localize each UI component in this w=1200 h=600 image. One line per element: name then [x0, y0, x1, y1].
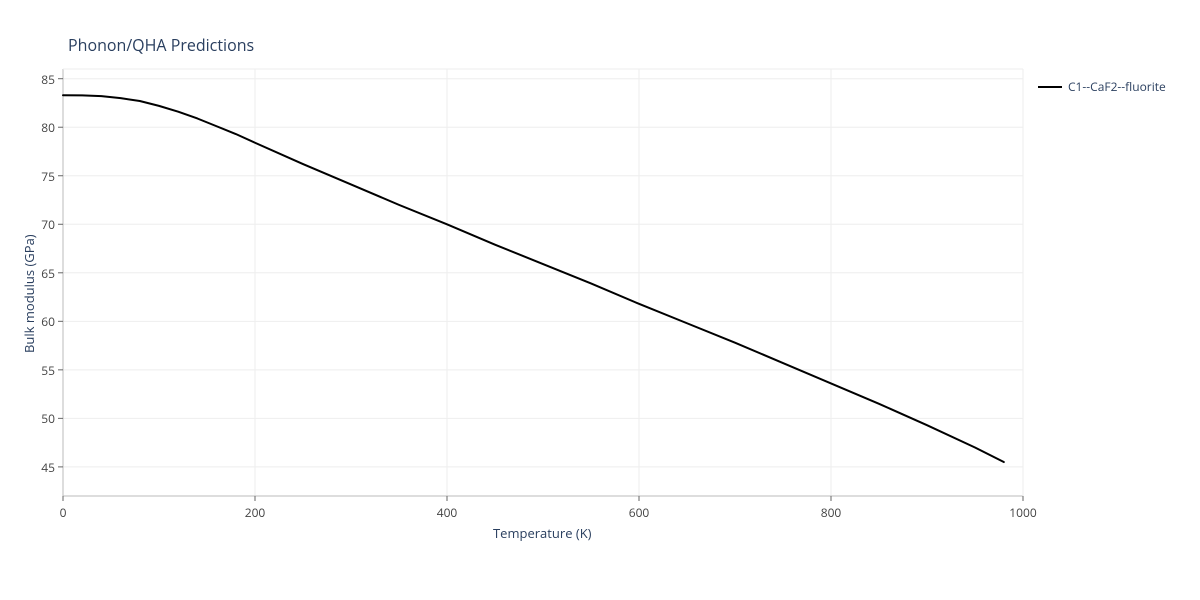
- legend-label: C1--CaF2--fluorite: [1068, 78, 1166, 95]
- x-tick-label: 200: [235, 504, 275, 521]
- y-tick-label: 80: [15, 119, 55, 136]
- legend-item[interactable]: C1--CaF2--fluorite: [1038, 78, 1166, 95]
- x-axis-label: Temperature (K): [493, 524, 592, 542]
- y-tick-label: 60: [15, 313, 55, 330]
- y-tick-label: 75: [15, 168, 55, 185]
- y-tick-label: 55: [15, 362, 55, 379]
- y-tick-label: 50: [15, 410, 55, 427]
- chart-container: { "chart": { "type": "line", "title": "P…: [0, 0, 1200, 600]
- legend-swatch: [1038, 86, 1062, 88]
- y-tick-label: 65: [15, 265, 55, 282]
- x-tick-label: 600: [619, 504, 659, 521]
- y-tick-label: 70: [15, 216, 55, 233]
- y-tick-label: 45: [15, 459, 55, 476]
- x-tick-label: 800: [811, 504, 851, 521]
- x-tick-label: 0: [43, 504, 83, 521]
- x-tick-label: 400: [427, 504, 467, 521]
- x-tick-label: 1000: [1003, 504, 1043, 521]
- y-axis-label: Bulk modulus (GPa): [20, 234, 38, 353]
- y-tick-label: 85: [15, 71, 55, 88]
